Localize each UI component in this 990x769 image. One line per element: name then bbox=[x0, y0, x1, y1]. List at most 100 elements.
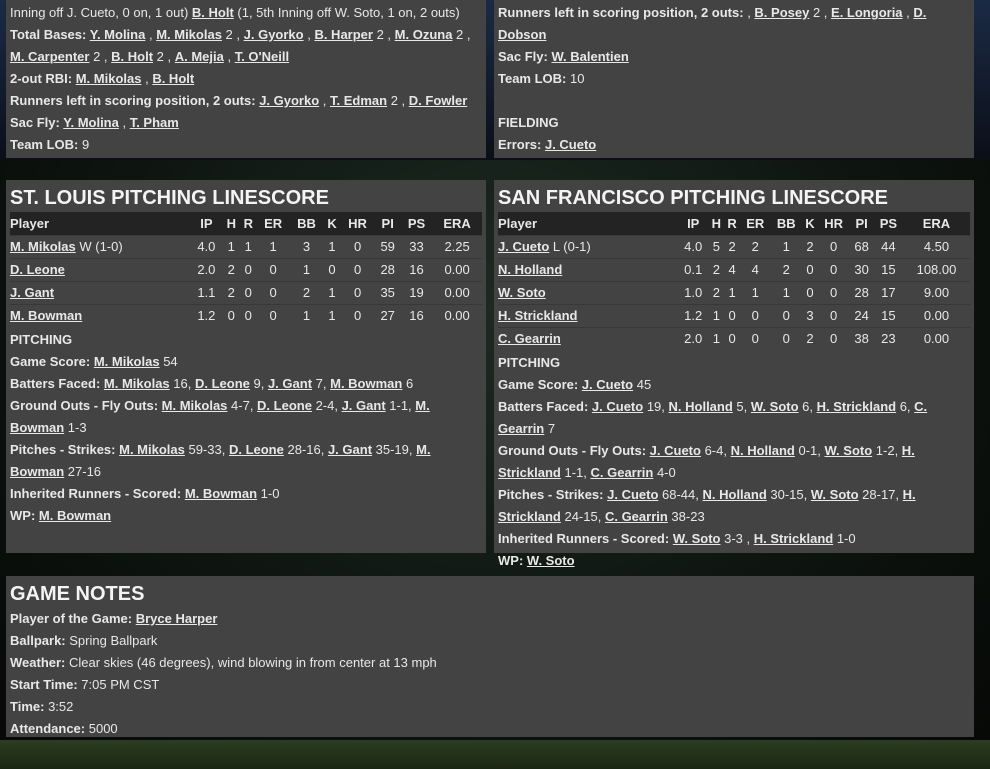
player-link[interactable]: D. Leone bbox=[10, 262, 65, 277]
player-link[interactable]: J. Gant bbox=[10, 285, 55, 300]
note-label: Weather: bbox=[10, 655, 69, 670]
player-link[interactable]: E. Longoria bbox=[831, 5, 903, 20]
player-link[interactable]: M. Bowman bbox=[38, 508, 112, 523]
background-field bbox=[0, 740, 990, 769]
player-link[interactable]: M. Mikolas bbox=[10, 239, 76, 254]
player-link[interactable]: N. Holland bbox=[668, 399, 733, 414]
player-link[interactable]: W. Soto bbox=[750, 399, 799, 414]
player-link[interactable]: H. Strickland bbox=[498, 487, 916, 524]
note-label: Ground Outs - Fly Outs: bbox=[10, 398, 162, 413]
stat-cell-hr: 0 bbox=[817, 326, 850, 350]
player-link[interactable]: H. Strickland bbox=[816, 399, 897, 414]
player-link[interactable]: B. Holt bbox=[152, 71, 195, 86]
player-link[interactable]: W. Soto bbox=[498, 285, 546, 300]
stat-cell-era: 9.00 bbox=[902, 280, 970, 304]
player-link[interactable]: J. Cueto bbox=[649, 443, 701, 458]
player-link[interactable]: A. Mejia bbox=[174, 49, 224, 64]
player-link[interactable]: M. Mikolas bbox=[93, 354, 160, 369]
note-value: 27-16 bbox=[64, 464, 102, 479]
player-link[interactable]: H. Strickland bbox=[498, 308, 578, 323]
player-link[interactable]: M. Mikolas bbox=[103, 376, 170, 391]
note-line: Attendance: 5000 bbox=[10, 718, 970, 737]
player-link[interactable]: D. Dobson bbox=[498, 5, 927, 42]
stat-cell-hr: 0 bbox=[340, 257, 375, 281]
player-link[interactable]: B. Harper bbox=[314, 27, 373, 42]
note-line bbox=[498, 90, 970, 112]
stat-cell-era: 0.00 bbox=[432, 257, 482, 281]
stat-cell-r: 4 bbox=[724, 257, 741, 281]
player-link[interactable]: N. Holland bbox=[498, 262, 563, 277]
player-link[interactable]: C. Gearrin bbox=[498, 399, 928, 436]
note-line: Team LOB: 10 bbox=[498, 68, 970, 90]
note-line: Weather: Clear skies (46 degrees), wind … bbox=[10, 652, 970, 674]
player-link[interactable]: B. Posey bbox=[754, 5, 810, 20]
note-value: , bbox=[747, 5, 755, 20]
player-link[interactable]: M. Bowman bbox=[330, 376, 403, 391]
note-line: Time: 3:52 bbox=[10, 696, 970, 718]
player-link[interactable]: J. Gant bbox=[341, 398, 386, 413]
stat-cell-pi: 38 bbox=[849, 326, 874, 350]
player-link[interactable]: C. Gearrin bbox=[590, 465, 654, 480]
player-link[interactable]: N. Holland bbox=[702, 487, 767, 502]
player-link[interactable]: Bryce Harper bbox=[135, 611, 218, 626]
stl-pitching-table: Player IP H R ER BB K HR PI PS ERA M. Mikolas W (1-… bbox=[10, 212, 482, 327]
player-link[interactable]: M. Bowman bbox=[184, 486, 258, 501]
player-link[interactable]: B. Holt bbox=[111, 49, 154, 64]
note-label: Pitches - Strikes: bbox=[10, 442, 120, 457]
column-header-era: ERA bbox=[432, 212, 482, 235]
player-link[interactable]: B. Holt bbox=[191, 5, 234, 20]
player-link[interactable]: M. Bowman bbox=[10, 398, 430, 435]
stat-cell-er: 1 bbox=[256, 234, 290, 258]
player-link[interactable]: T. Edman bbox=[330, 93, 388, 108]
player-link[interactable]: M. Mikolas bbox=[119, 442, 185, 457]
note-value: 9 bbox=[82, 137, 90, 152]
player-link[interactable]: J. Gant bbox=[327, 442, 373, 457]
player-link[interactable]: M. Mikolas bbox=[161, 398, 228, 413]
note-value: 45 bbox=[633, 377, 652, 392]
stat-cell-era: 0.00 bbox=[902, 326, 970, 350]
note-line: 2-out RBI: M. Mikolas , B. Holt bbox=[10, 68, 482, 90]
player-link[interactable]: C. Gearrin bbox=[604, 509, 668, 524]
player-link[interactable]: N. Holland bbox=[730, 443, 795, 458]
player-link[interactable]: Y. Molina bbox=[89, 27, 146, 42]
note-value: 7, bbox=[312, 376, 331, 391]
player-link[interactable]: D. Fowler bbox=[408, 93, 468, 108]
player-link[interactable]: D. Leone bbox=[194, 376, 250, 391]
player-link[interactable]: W. Soto bbox=[526, 553, 575, 568]
player-link[interactable]: J. Cueto bbox=[544, 137, 597, 152]
player-link[interactable]: T. Pham bbox=[129, 115, 179, 130]
player-link[interactable]: M. Bowman bbox=[10, 308, 83, 324]
player-link[interactable]: H. Strickland bbox=[753, 531, 834, 546]
note-value: 6-4, bbox=[700, 443, 731, 458]
player-link[interactable]: M. Ozuna bbox=[394, 27, 453, 42]
stat-cell-ps: 15 bbox=[873, 303, 903, 327]
player-link[interactable]: W. Soto bbox=[824, 443, 873, 458]
column-header-pi: PI bbox=[374, 212, 401, 235]
player-link[interactable]: J. Gant bbox=[267, 376, 313, 391]
player-link[interactable]: D. Leone bbox=[257, 398, 312, 413]
player-link[interactable]: M. Bowman bbox=[10, 442, 431, 479]
player-link[interactable]: W. Balentien bbox=[551, 49, 629, 64]
player-link[interactable]: C. Gearrin bbox=[498, 331, 561, 347]
table-row: N. Holland 0.1 2 4 4 2 0 0 30 15 108.00 bbox=[498, 257, 970, 281]
player-link[interactable]: M. Mikolas bbox=[75, 71, 142, 86]
player-link[interactable]: M. Carpenter bbox=[10, 49, 90, 64]
player-link[interactable]: T. O'Neill bbox=[234, 49, 290, 64]
player-cell: H. Strickland bbox=[498, 303, 678, 327]
decision: W (1-0) bbox=[75, 239, 123, 254]
stat-cell-h: 1 bbox=[222, 234, 240, 258]
player-link[interactable]: J. Cueto bbox=[607, 487, 659, 502]
player-link[interactable]: J. Gyorko bbox=[259, 93, 320, 108]
player-link[interactable]: J. Gyorko bbox=[243, 27, 304, 42]
player-link[interactable]: J. Cueto bbox=[498, 239, 550, 254]
column-header-ps: PS bbox=[873, 212, 903, 235]
player-link[interactable]: J. Cueto bbox=[591, 399, 644, 414]
player-link[interactable]: H. Strickland bbox=[498, 443, 915, 480]
player-link[interactable]: J. Cueto bbox=[581, 377, 634, 392]
player-link[interactable]: W. Soto bbox=[810, 487, 859, 502]
player-link[interactable]: W. Soto bbox=[672, 531, 721, 546]
note-value: 35-19, bbox=[372, 442, 417, 457]
player-link[interactable]: D. Leone bbox=[228, 442, 284, 457]
player-link[interactable]: Y. Molina bbox=[63, 115, 119, 130]
player-link[interactable]: M. Mikolas bbox=[156, 27, 222, 42]
